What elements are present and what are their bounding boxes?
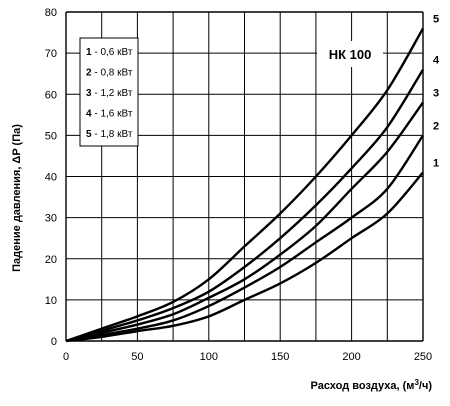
x-tick-label: 0: [63, 351, 69, 363]
y-tick-label: 40: [45, 172, 57, 184]
y-tick-label: 0: [51, 336, 57, 348]
curves: [65, 27, 425, 343]
model-label: НК 100: [329, 47, 372, 62]
x-tick-labels: 0 50 100 150 200 250: [63, 351, 432, 363]
legend-entry-number: 4: [86, 109, 94, 120]
series-line-5: [65, 27, 425, 343]
x-tick-label: 50: [131, 351, 143, 363]
legend-entry-value: - 0,6 кВт: [94, 47, 133, 58]
x-axis-label: Расход воздуха, (м3/ч): [311, 378, 433, 392]
y-tick-label: 60: [45, 89, 57, 101]
x-tick-label: 250: [414, 351, 432, 363]
curve-labels: 1 2 3 4 5: [433, 13, 440, 169]
x-axis-label-end: /ч): [419, 380, 432, 392]
legend-entry-1: 1 - 0,6 кВт: [86, 47, 133, 58]
legend-entry-number: 5: [86, 129, 94, 140]
y-tick-label: 10: [45, 295, 57, 307]
legend-entry-value: - 1,8 кВт: [94, 129, 133, 140]
y-tick-label: 30: [45, 213, 57, 225]
x-tick-label: 100: [200, 351, 218, 363]
legend-entry-value: - 1,6 кВт: [94, 109, 133, 120]
y-tick-labels: 0 10 20 30 40 50 60 70 80: [45, 7, 57, 348]
series-line-4: [65, 68, 425, 343]
x-axis-label-sup: 3: [414, 378, 419, 387]
legend-entry-number: 2: [86, 68, 94, 79]
curve-label-1: 1: [433, 157, 439, 169]
legend-entry-2: 2 - 0,8 кВт: [86, 68, 133, 79]
x-tick-label: 200: [342, 351, 360, 363]
model-box-frame: [317, 41, 383, 67]
series-line-1: [65, 171, 424, 343]
legend-entry-3: 3 - 1,2 кВт: [86, 88, 133, 99]
series-line-2: [65, 134, 424, 343]
y-tick-label: 50: [45, 130, 57, 142]
x-axis-label-main: Расход воздуха, (м: [311, 380, 415, 392]
legend-entry-number: 1: [86, 47, 94, 58]
y-tick-label: 80: [45, 7, 57, 19]
legend-entry-value: - 1,2 кВт: [94, 88, 133, 99]
series-line-3: [65, 101, 424, 343]
model-box: НК 100: [317, 41, 383, 67]
y-axis-label: Падение давления, ΔP (Па): [11, 124, 23, 272]
y-tick-label: 20: [45, 254, 57, 266]
curve-label-5: 5: [433, 13, 439, 25]
curve-label-2: 2: [433, 120, 439, 132]
legend-entry-5: 5 - 1,8 кВт: [86, 129, 133, 140]
legend-box: [79, 37, 139, 147]
legend-entry-value: - 0,8 кВт: [94, 68, 133, 79]
curve-label-4: 4: [433, 55, 440, 67]
curve-label-3: 3: [433, 87, 439, 99]
y-tick-label: 70: [45, 48, 57, 60]
legend-entry-number: 3: [86, 88, 94, 99]
legend-entry-4: 4 - 1,6 кВт: [86, 109, 133, 120]
x-tick-label: 150: [271, 351, 289, 363]
